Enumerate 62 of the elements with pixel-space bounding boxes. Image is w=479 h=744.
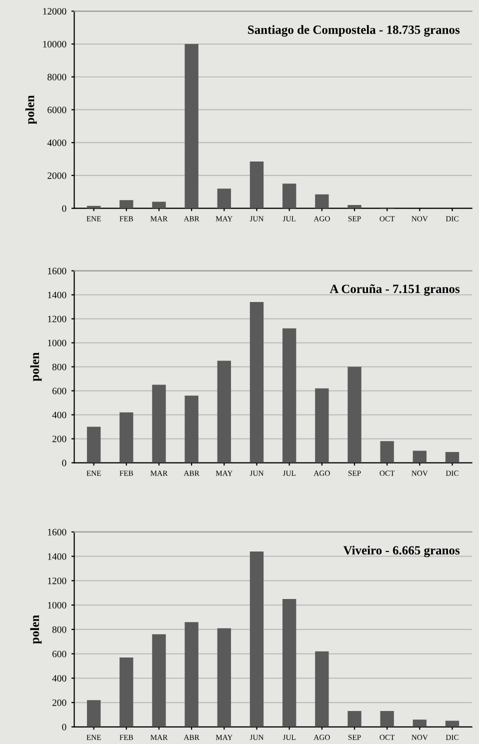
text: Santiago de Compostela - 18.735 granos — [248, 25, 460, 37]
bar — [282, 328, 296, 463]
bar — [120, 200, 134, 208]
y-tick-label: 2000 — [48, 172, 66, 179]
bar — [282, 598, 296, 727]
bar — [380, 711, 394, 727]
text: Viveiro - 6.665 granos — [343, 546, 460, 558]
bar — [250, 551, 264, 727]
bar — [348, 366, 362, 463]
y-tick-label: 8000 — [48, 74, 66, 80]
bar — [445, 452, 460, 463]
bar — [348, 711, 362, 727]
bar — [86, 426, 101, 463]
y-tick-label: 0 — [62, 460, 66, 466]
y-tick-label: 12000 — [43, 8, 66, 15]
bar — [315, 194, 329, 208]
y-tick-label: 4000 — [47, 140, 66, 146]
text: A Coruña - 7.151 granos — [330, 284, 460, 296]
y-axis-title: polen — [30, 352, 42, 382]
bar — [412, 450, 427, 463]
y-tick-label: 1600 — [48, 528, 66, 536]
y-tick-label: 200 — [52, 699, 66, 706]
bar — [184, 396, 198, 463]
y-tick-label: 800 — [52, 626, 66, 633]
bar — [152, 202, 166, 208]
bar — [120, 657, 134, 727]
y-tick-label: 200 — [52, 436, 66, 442]
bar — [315, 651, 329, 727]
y-tick-label: 600 — [52, 388, 66, 394]
y-tick-label: 1400 — [48, 292, 66, 298]
bar — [282, 184, 296, 208]
bar — [86, 700, 101, 727]
y-tick-label: 1000 — [48, 340, 66, 346]
y-tick-label: 1200 — [48, 316, 66, 322]
bar — [250, 302, 264, 463]
y-tick-label: 0 — [62, 205, 66, 212]
bar — [412, 720, 427, 727]
bar — [152, 384, 166, 463]
y-tick-label: 1600 — [48, 268, 66, 274]
bar — [184, 44, 198, 208]
y-tick-label: 800 — [52, 364, 66, 370]
y-axis-title: polen — [25, 95, 37, 124]
bar — [217, 360, 231, 463]
y-tick-label: 6000 — [48, 106, 66, 114]
bar — [184, 622, 198, 727]
bar — [217, 628, 231, 727]
bar — [348, 205, 362, 208]
y-tick-label: 1400 — [48, 553, 66, 560]
bar — [315, 388, 329, 463]
bar — [217, 188, 231, 208]
y-tick-label: 600 — [52, 650, 66, 658]
y-tick-label: 10000 — [43, 40, 66, 48]
bar — [250, 161, 264, 208]
y-axis-title: polen — [30, 615, 42, 644]
y-tick-label: 400 — [52, 412, 66, 418]
bar — [380, 441, 394, 463]
y-tick-label: 1200 — [48, 578, 66, 584]
y-tick-label: 0 — [62, 724, 66, 730]
y-tick-label: 400 — [52, 675, 66, 682]
y-tick-label: 1000 — [48, 602, 66, 609]
bar — [152, 634, 166, 727]
bar — [120, 412, 134, 463]
